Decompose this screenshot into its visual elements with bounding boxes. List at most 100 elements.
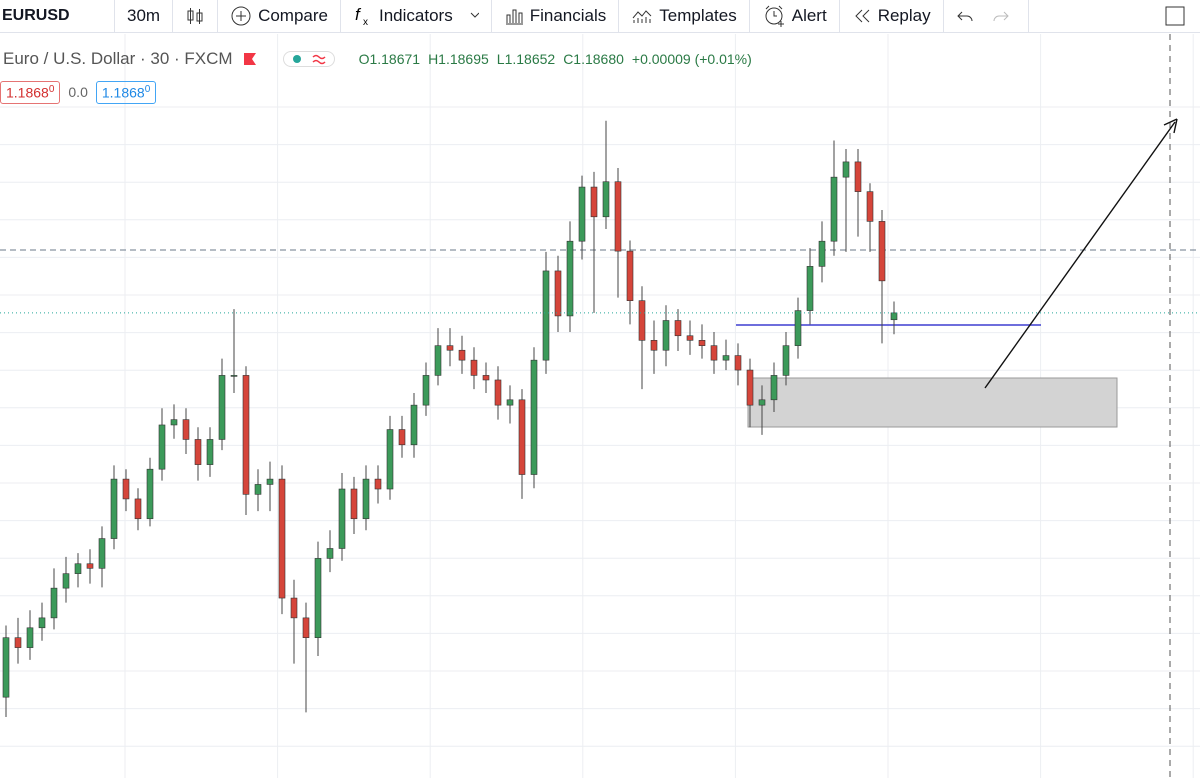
candle-body [326, 548, 334, 559]
candle-body [746, 369, 754, 406]
candle-body [674, 320, 682, 337]
indicators-label: Indicators [379, 6, 453, 25]
legend-header: Euro / U.S. Dollar · 30 · FXCM O1.18671 H… [0, 44, 752, 74]
candle-body [554, 270, 562, 317]
grid [0, 34, 1200, 778]
candle-body [254, 484, 262, 495]
candle-body [314, 558, 322, 639]
plus-icon [231, 6, 251, 26]
candle-body [686, 335, 694, 341]
candle-body [698, 340, 706, 346]
candle-body [338, 488, 346, 549]
candles [2, 120, 898, 717]
arrow-drawing[interactable] [984, 118, 1178, 389]
candle-body [14, 637, 22, 648]
ohlc-value: H1.18695 [428, 51, 489, 67]
arrow-head [1163, 118, 1178, 134]
undo-redo [944, 0, 1029, 32]
sell-price[interactable]: 1.18680 [0, 81, 61, 104]
candle-body [470, 359, 478, 376]
price-boxes: 1.18680 0.0 1.18680 [0, 81, 157, 104]
candle-body [86, 563, 94, 569]
candle-body [170, 419, 178, 426]
candle-body [74, 563, 82, 574]
ohlc-value: L1.18652 [496, 51, 556, 67]
sell-price-small: 0 [48, 84, 55, 95]
indicators-button[interactable]: f x Indicators [341, 0, 492, 32]
undo-redo-icons[interactable] [956, 6, 1016, 26]
candle-body [806, 266, 814, 311]
candle-body [794, 310, 802, 346]
candle-body [122, 478, 130, 500]
interval-button[interactable]: 30m [115, 0, 174, 32]
ohlc-value: O1.18671 [358, 51, 421, 67]
templates-button[interactable]: Templates [619, 0, 750, 32]
status-pill[interactable] [282, 51, 335, 67]
price-change: +0.00009 (+0.01%) [631, 51, 752, 67]
candle-body [710, 345, 718, 361]
candle-body [218, 375, 226, 440]
candle-body [758, 399, 766, 406]
candle-body [638, 300, 646, 341]
candle-body [542, 270, 550, 361]
compare-label: Compare [258, 6, 328, 25]
layout-button[interactable] [1164, 5, 1186, 27]
candle-body [446, 345, 454, 351]
candle-body [182, 419, 190, 440]
sell-price-main: 1.1868 [6, 84, 49, 101]
zone-rectangle[interactable] [747, 377, 1118, 428]
templates-label: Templates [659, 6, 737, 25]
templates-icon [632, 10, 652, 23]
candle-body [854, 161, 862, 192]
chart-type-button[interactable] [173, 0, 219, 32]
candle-body [566, 240, 574, 317]
alert-button[interactable]: Alert [750, 0, 840, 32]
buy-price-main: 1.1868 [101, 84, 145, 101]
candle-body [866, 191, 874, 222]
candle-body [842, 161, 850, 178]
buy-price-small: 0 [144, 84, 151, 95]
alarm-icon [765, 5, 784, 27]
candle-body [410, 404, 418, 446]
svg-text:x: x [363, 17, 368, 27]
candle-body [266, 478, 274, 485]
candle-body [722, 355, 730, 361]
candle-body [818, 240, 826, 267]
svg-text:f: f [355, 5, 362, 24]
candle-body [278, 478, 286, 599]
replay-icon [854, 9, 870, 23]
candle-body [362, 478, 370, 520]
candle-body [194, 439, 202, 465]
candle-body [830, 176, 838, 242]
flag-icon [243, 53, 256, 65]
compare-button[interactable]: Compare [218, 0, 341, 32]
replay-button[interactable]: Replay [840, 0, 944, 32]
candle-body [290, 597, 298, 619]
buy-price[interactable]: 1.18680 [95, 81, 157, 104]
symbol-title: Euro / U.S. Dollar · 30 · FXCM [3, 49, 233, 68]
candle-body [890, 312, 898, 321]
candle-icon [187, 8, 203, 24]
financials-button[interactable]: Financials [492, 0, 620, 32]
candle-body [302, 617, 310, 639]
candle-body [158, 424, 166, 470]
candle-body [398, 429, 406, 446]
candle-body [602, 181, 610, 218]
arrow-line[interactable] [984, 121, 1176, 389]
candle-body [386, 429, 394, 490]
candle-body [26, 627, 34, 648]
symbol[interactable]: EURUSD [0, 0, 115, 32]
status-dot [292, 55, 301, 63]
candle-body [878, 221, 886, 282]
candle-body [590, 186, 598, 218]
replay-label: Replay [877, 6, 931, 25]
candle-body [350, 488, 358, 520]
toolbar: EURUSD 30m Compare f x Indicators Financia… [0, 0, 1200, 33]
candle-body [110, 478, 118, 539]
candle-body [458, 349, 466, 361]
candle-body [134, 498, 142, 520]
ohlc-values: O1.18671 H1.18695 L1.18652 C1.18680 +0.00009… [359, 51, 752, 67]
candle-body [374, 478, 382, 490]
